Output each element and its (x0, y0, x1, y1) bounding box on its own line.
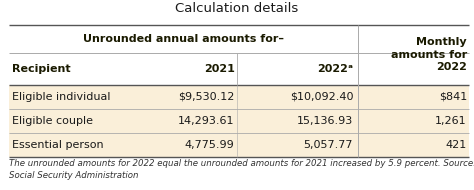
Bar (9, 85, 469, 109)
Text: Essential person: Essential person (12, 140, 103, 150)
Text: $841: $841 (438, 92, 467, 102)
Bar (9, 109, 469, 133)
Text: 2021: 2021 (204, 64, 235, 74)
Text: 1,261: 1,261 (435, 116, 467, 126)
Text: Eligible couple: Eligible couple (12, 116, 93, 126)
Text: 2022ᵃ: 2022ᵃ (317, 64, 353, 74)
Text: $10,092.40: $10,092.40 (290, 92, 353, 102)
Text: Unrounded annual amounts for–: Unrounded annual amounts for– (83, 34, 284, 44)
Text: The unrounded amounts for 2022 equal the unrounded amounts for 2021 increased by: The unrounded amounts for 2022 equal the… (9, 159, 474, 180)
Text: Eligible individual: Eligible individual (12, 92, 110, 102)
Text: 4,775.99: 4,775.99 (185, 140, 235, 150)
Text: 14,293.61: 14,293.61 (178, 116, 235, 126)
Text: $9,530.12: $9,530.12 (178, 92, 235, 102)
Bar (9, 133, 469, 157)
Text: 421: 421 (446, 140, 467, 150)
Text: Recipient: Recipient (12, 64, 71, 74)
Text: 5,057.77: 5,057.77 (304, 140, 353, 150)
Text: Monthly
amounts for
2022: Monthly amounts for 2022 (391, 37, 467, 72)
Text: 15,136.93: 15,136.93 (297, 116, 353, 126)
Text: Calculation details: Calculation details (175, 2, 299, 15)
